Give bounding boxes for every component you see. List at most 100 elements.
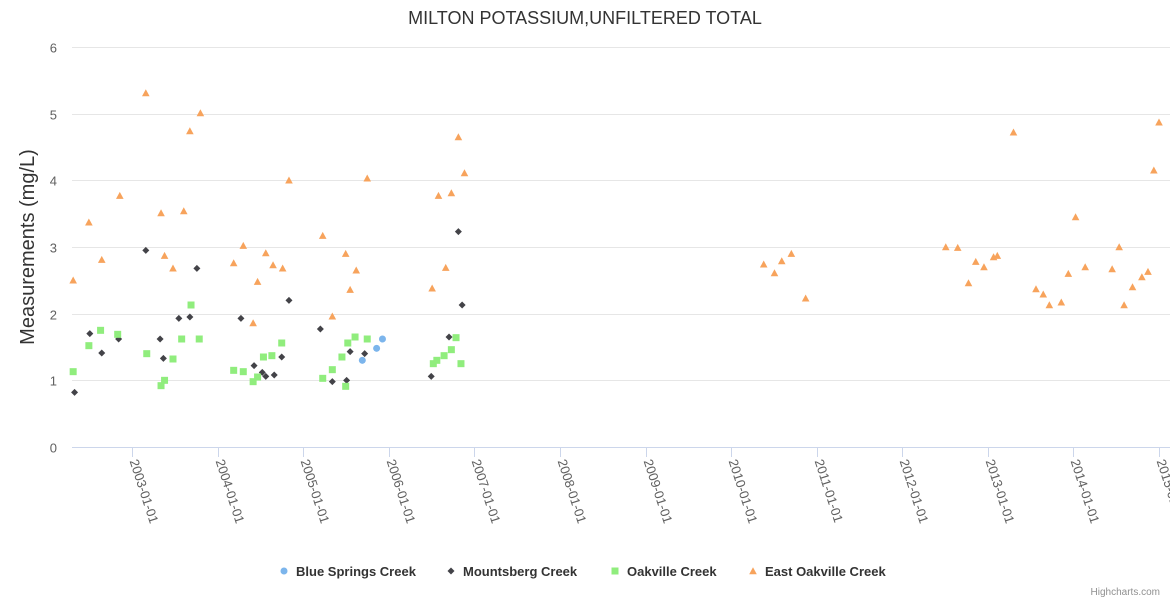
data-point[interactable] — [186, 127, 194, 135]
data-point[interactable] — [157, 382, 165, 390]
data-point[interactable] — [285, 296, 293, 304]
legend-item-oakville-creek[interactable]: Oakville Creek — [611, 564, 718, 579]
data-point[interactable] — [440, 352, 448, 360]
data-point[interactable] — [186, 313, 194, 321]
data-point[interactable] — [1155, 118, 1163, 126]
data-point[interactable] — [433, 356, 441, 364]
data-point[interactable] — [358, 356, 366, 364]
data-point[interactable] — [157, 209, 165, 217]
data-point[interactable] — [1115, 243, 1123, 251]
data-point[interactable] — [787, 249, 796, 257]
data-point[interactable] — [1057, 298, 1066, 306]
data-point[interactable] — [71, 388, 79, 396]
data-point[interactable] — [971, 257, 980, 265]
data-point[interactable] — [346, 348, 354, 356]
data-point[interactable] — [441, 263, 450, 271]
data-point[interactable] — [1009, 128, 1018, 136]
data-point[interactable] — [285, 176, 293, 184]
credits-link[interactable]: Highcharts.com — [1091, 587, 1160, 598]
data-point[interactable] — [1081, 263, 1089, 271]
data-point[interactable] — [142, 246, 150, 254]
data-point[interactable] — [187, 301, 195, 309]
legend-marker[interactable] — [611, 567, 619, 575]
data-point[interactable] — [953, 243, 962, 251]
data-point[interactable] — [261, 249, 270, 257]
data-point[interactable] — [447, 346, 455, 354]
data-point[interactable] — [454, 228, 462, 236]
data-point[interactable] — [196, 109, 205, 117]
data-point[interactable] — [427, 372, 435, 380]
data-point[interactable] — [434, 191, 443, 199]
data-point[interactable] — [239, 241, 248, 249]
data-point[interactable] — [250, 362, 258, 370]
data-point[interactable] — [351, 333, 359, 341]
data-point[interactable] — [69, 276, 77, 284]
data-point[interactable] — [278, 353, 286, 361]
data-point[interactable] — [316, 325, 324, 333]
data-point[interactable] — [1144, 267, 1152, 275]
data-point[interactable] — [178, 335, 186, 343]
data-point[interactable] — [179, 207, 188, 215]
data-point[interactable] — [69, 368, 77, 376]
data-point[interactable] — [429, 360, 437, 368]
data-point[interactable] — [269, 261, 277, 269]
data-point[interactable] — [964, 279, 973, 287]
data-point[interactable] — [193, 264, 201, 272]
data-point[interactable] — [363, 335, 371, 343]
data-point[interactable] — [373, 344, 381, 352]
data-point[interactable] — [159, 354, 167, 362]
data-point[interactable] — [142, 89, 150, 97]
data-point[interactable] — [270, 371, 278, 379]
data-point[interactable] — [980, 263, 988, 271]
data-point[interactable] — [1108, 265, 1116, 273]
data-point[interactable] — [1064, 269, 1073, 277]
data-point[interactable] — [318, 231, 327, 239]
data-point[interactable] — [328, 366, 336, 374]
data-point[interactable] — [175, 314, 183, 322]
data-point[interactable] — [85, 218, 93, 226]
data-point[interactable] — [237, 314, 245, 322]
data-point[interactable] — [169, 355, 177, 363]
data-point[interactable] — [801, 294, 810, 302]
data-point[interactable] — [259, 353, 267, 361]
data-point[interactable] — [328, 312, 337, 320]
data-point[interactable] — [86, 330, 94, 338]
data-point[interactable] — [1150, 166, 1158, 174]
data-point[interactable] — [460, 169, 469, 177]
data-point[interactable] — [361, 350, 369, 358]
data-point[interactable] — [343, 376, 351, 384]
data-point[interactable] — [941, 243, 950, 251]
legend-item-mountsberg-creek[interactable]: Mountsberg Creek — [447, 564, 578, 579]
data-point[interactable] — [352, 266, 361, 274]
legend-item-east-oakville-creek[interactable]: East Oakville Creek — [749, 564, 886, 579]
data-point[interactable] — [341, 249, 350, 257]
data-point[interactable] — [1120, 301, 1128, 309]
data-point[interactable] — [378, 335, 386, 343]
data-point[interactable] — [993, 251, 1002, 259]
data-point[interactable] — [268, 352, 276, 360]
data-point[interactable] — [114, 330, 122, 338]
data-point[interactable] — [445, 333, 453, 341]
data-point[interactable] — [458, 301, 466, 309]
data-point[interactable] — [239, 368, 247, 376]
data-point[interactable] — [169, 264, 177, 272]
data-point[interactable] — [454, 133, 463, 141]
data-point[interactable] — [143, 350, 151, 358]
data-point[interactable] — [338, 353, 346, 361]
data-point[interactable] — [97, 255, 106, 263]
data-point[interactable] — [253, 277, 262, 285]
data-point[interactable] — [1138, 273, 1146, 281]
data-point[interactable] — [156, 335, 164, 343]
data-point[interactable] — [1039, 290, 1048, 298]
data-point[interactable] — [319, 374, 327, 382]
data-point[interactable] — [447, 189, 456, 197]
legend-marker[interactable] — [447, 567, 455, 575]
data-point[interactable] — [160, 251, 169, 259]
data-point[interactable] — [249, 319, 257, 327]
data-point[interactable] — [116, 191, 124, 199]
data-point[interactable] — [254, 373, 262, 381]
data-point[interactable] — [1045, 301, 1054, 309]
data-point[interactable] — [342, 382, 350, 390]
data-point[interactable] — [161, 376, 169, 384]
data-point[interactable] — [346, 285, 354, 293]
